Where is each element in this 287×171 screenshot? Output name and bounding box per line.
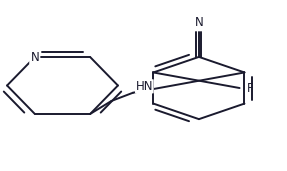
Text: HN: HN xyxy=(135,80,153,93)
Text: N: N xyxy=(195,16,203,29)
Text: N: N xyxy=(30,51,39,64)
Text: F: F xyxy=(246,82,253,95)
